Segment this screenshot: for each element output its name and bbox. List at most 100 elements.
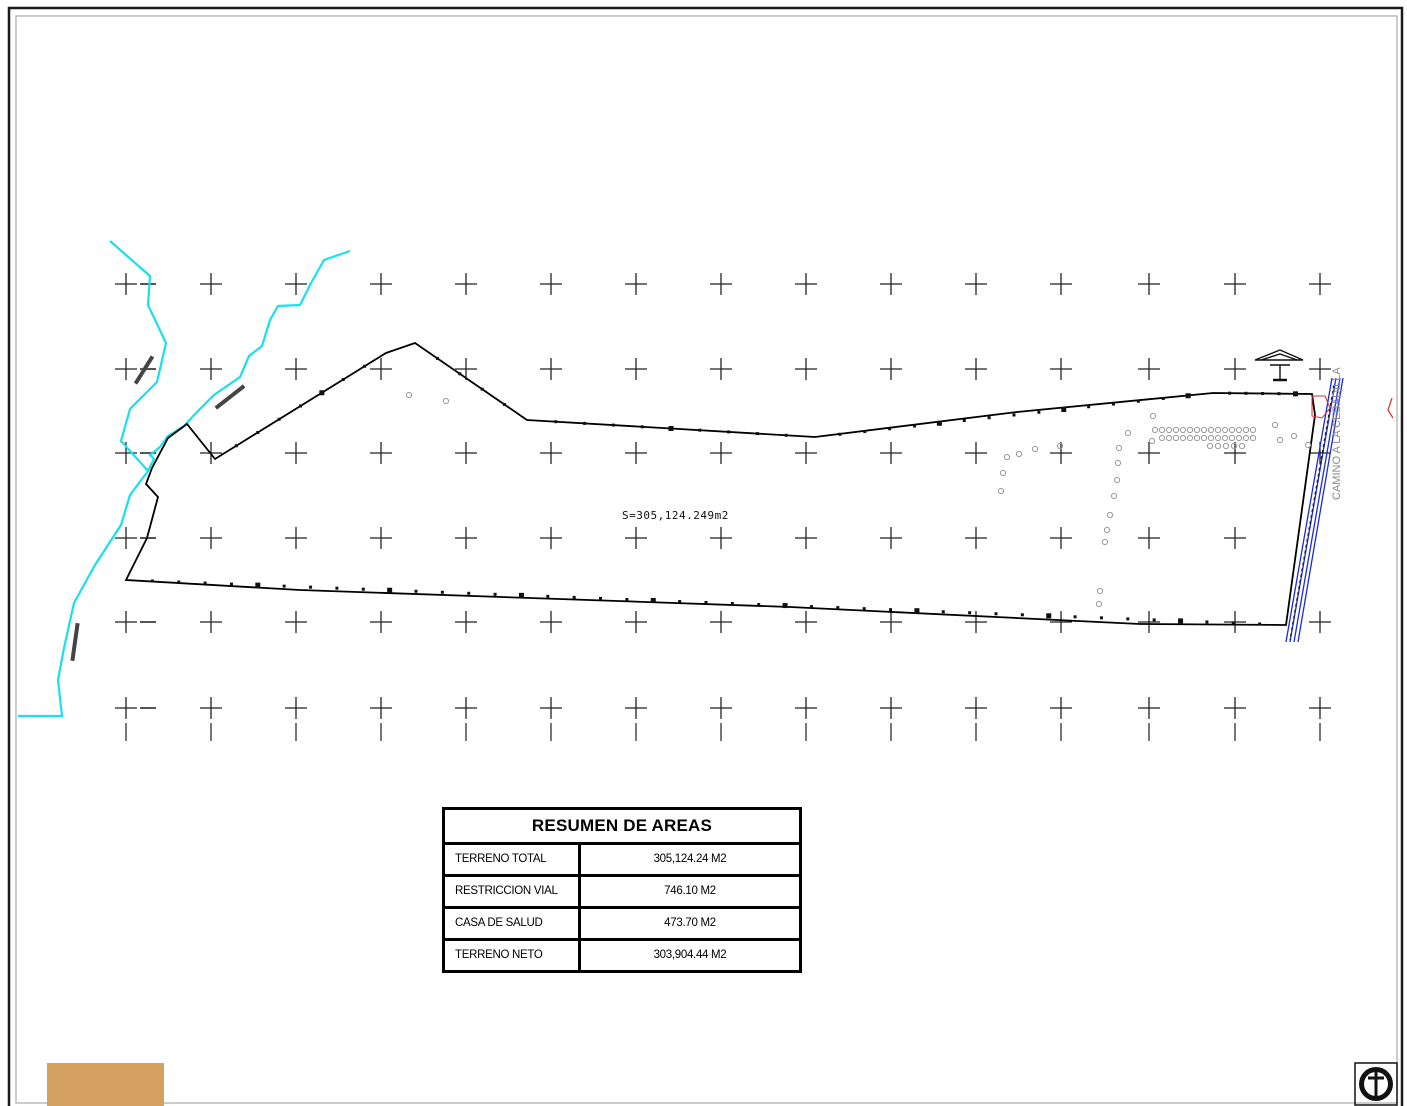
tree-symbol xyxy=(999,469,1007,477)
boundary-marker xyxy=(503,403,507,407)
tree-symbol xyxy=(1235,426,1243,434)
boundary-marker xyxy=(838,432,842,436)
tree-symbol xyxy=(1206,442,1214,450)
tree-symbol xyxy=(1200,434,1208,442)
boundary-marker xyxy=(1112,402,1115,406)
boundary-marker xyxy=(888,427,892,431)
boundary-marker xyxy=(755,432,759,436)
boundary-marker xyxy=(234,444,238,448)
boundary-marker xyxy=(414,589,418,593)
boundary-marker xyxy=(546,594,550,598)
boundary-marker xyxy=(309,585,313,589)
road-centerline xyxy=(1289,384,1335,641)
row-value: 303,904.44 M2 xyxy=(653,949,727,961)
tree-symbol xyxy=(1271,421,1279,429)
boundary-marker xyxy=(1136,399,1140,403)
boundary-marker xyxy=(994,612,998,616)
tree-symbol xyxy=(1124,429,1132,437)
boundary-marker xyxy=(361,587,365,591)
boundary-marker xyxy=(727,430,731,434)
tree-symbol xyxy=(1193,426,1201,434)
grid-coord-label xyxy=(890,723,892,741)
boundary-marker xyxy=(863,430,867,433)
tree-symbol xyxy=(1230,442,1238,450)
outer-frame xyxy=(7,6,1404,1106)
tree-symbol xyxy=(1214,434,1222,442)
boundary-marker xyxy=(962,419,966,422)
boundary-marker xyxy=(698,428,702,432)
boundary-marker xyxy=(493,592,497,596)
boundary-marker xyxy=(583,421,587,425)
boundary-marker xyxy=(757,603,761,607)
grid-coord-label xyxy=(805,723,807,741)
tree-symbol xyxy=(1113,476,1121,484)
boundary-marker xyxy=(282,584,286,588)
company-logo-icon xyxy=(1354,1062,1398,1106)
table-row: RESTRICCION VIAL 746.10 M2 xyxy=(445,877,799,909)
table-row: TERRENO TOTAL 305,124.24 M2 xyxy=(445,845,799,877)
boundary-marker xyxy=(387,587,393,593)
tree-symbols xyxy=(405,391,1312,608)
grid-coord-label xyxy=(635,723,637,741)
boundary-marker xyxy=(255,582,261,588)
row-label: CASA DE SALUD xyxy=(445,909,581,938)
grid-coord-label xyxy=(380,723,382,741)
grid-coord-label xyxy=(1319,723,1321,741)
boundary-marker xyxy=(1161,397,1165,400)
tree-symbol xyxy=(1207,426,1215,434)
boundary-marker xyxy=(784,433,788,437)
row-label: TERRENO TOTAL xyxy=(445,845,581,874)
boundary-marker xyxy=(625,597,629,601)
boundary-marker xyxy=(1046,613,1052,619)
boundary-marker xyxy=(1012,413,1016,417)
grid-coord-label xyxy=(295,723,297,741)
tree-symbol xyxy=(1228,434,1236,442)
boundary-marker xyxy=(480,387,484,391)
boundary-marker xyxy=(650,597,656,603)
tree-symbol xyxy=(1214,442,1222,450)
boundary-marker xyxy=(941,610,945,614)
red-mark xyxy=(1387,397,1394,419)
boundary-marker xyxy=(730,602,734,606)
boundary-marker xyxy=(1037,410,1041,414)
tree-symbol xyxy=(1186,426,1194,434)
tree-symbol xyxy=(442,397,450,405)
boundary-markers xyxy=(150,356,1298,626)
tree-symbol xyxy=(1114,459,1122,467)
tree-symbol xyxy=(1172,434,1180,442)
boundary-marker xyxy=(914,608,920,614)
area-summary-table: RESUMEN DE AREAS TERRENO TOTAL 305,124.2… xyxy=(442,807,802,973)
grid-coord-label xyxy=(550,723,552,741)
grid-coord-label xyxy=(1060,723,1062,741)
grid-coord-label xyxy=(1234,723,1236,741)
boundary-marker xyxy=(678,599,682,603)
tree-symbol xyxy=(1214,426,1222,434)
boundary-marker xyxy=(1228,391,1231,395)
tree-symbol xyxy=(1103,526,1111,534)
boundary-marker xyxy=(968,611,972,615)
boundary-marker xyxy=(203,581,207,585)
boundary-marker xyxy=(862,607,866,611)
row-label: TERRENO NETO xyxy=(445,941,581,970)
tree-symbol xyxy=(1165,426,1173,434)
boundary-marker xyxy=(1244,391,1248,395)
tree-symbol xyxy=(1249,434,1257,442)
table-title: RESUMEN DE AREAS xyxy=(445,810,799,845)
tree-symbol xyxy=(1056,442,1064,450)
tan-tab xyxy=(47,1063,164,1106)
tree-symbol xyxy=(1304,441,1312,449)
tree-symbol xyxy=(1242,434,1250,442)
boundary-marker xyxy=(518,592,524,598)
grid-coord-label xyxy=(140,452,156,454)
tree-symbol xyxy=(1151,426,1159,434)
river-line xyxy=(109,240,351,473)
tree-symbol xyxy=(1249,426,1257,434)
boundary-marker xyxy=(177,580,181,584)
tree-symbol xyxy=(1149,412,1157,420)
tree-symbol xyxy=(1221,426,1229,434)
tree-symbol xyxy=(1148,437,1156,445)
tree-symbol xyxy=(1158,434,1166,442)
grid-coord-label xyxy=(140,368,156,370)
